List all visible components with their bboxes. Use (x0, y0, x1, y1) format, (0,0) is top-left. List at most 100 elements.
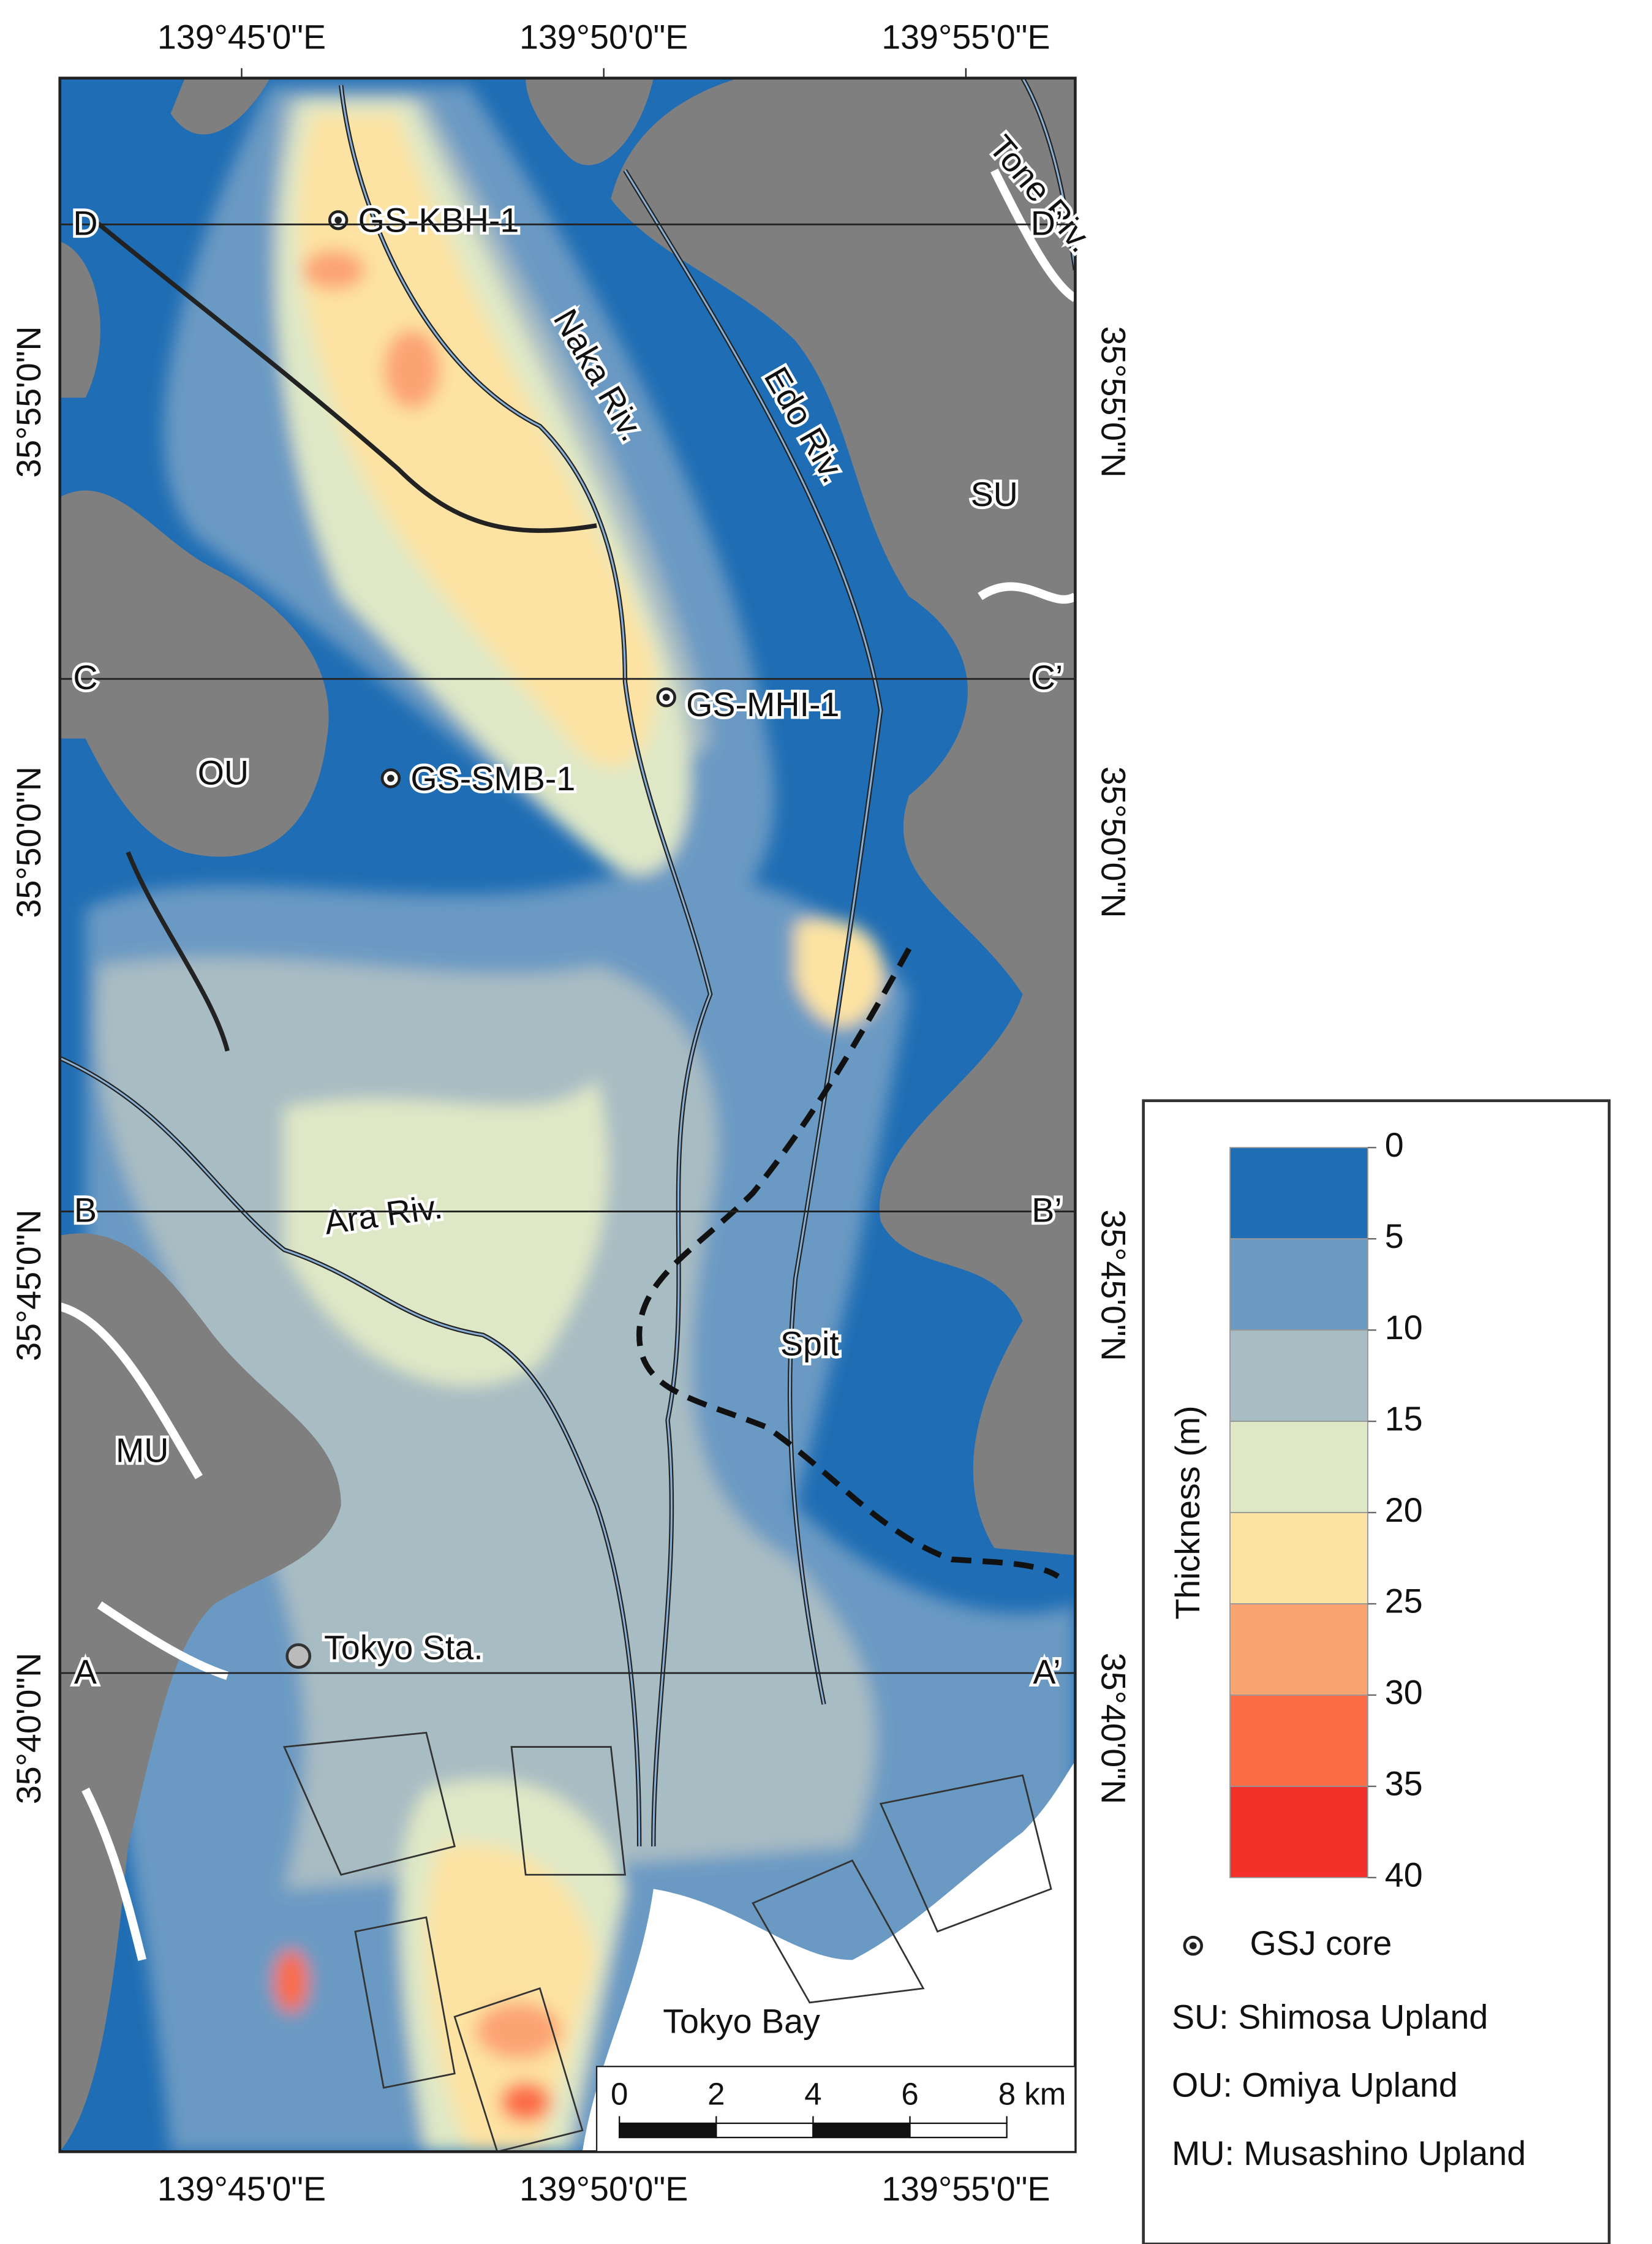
lat-label: 35°40'0"N (10, 1653, 48, 1804)
valley (97, 1601, 229, 1680)
uplands (59, 78, 1076, 2152)
valley (990, 168, 1076, 302)
valley (59, 1302, 203, 1479)
scale-segment (812, 2122, 911, 2139)
zone-30 (303, 250, 366, 290)
zone-25 (298, 113, 656, 767)
lat-label: 35°50'0"N (10, 766, 48, 918)
upland-label: MU (116, 1431, 169, 1469)
legend-swatch (1229, 1603, 1368, 1696)
legend-label: 35 (1385, 1765, 1423, 1803)
section-label: C (73, 659, 97, 697)
place-label: Tokyo Bay (663, 2002, 820, 2040)
tokyo-bay (582, 1761, 1076, 2152)
legend-swatch (1229, 1329, 1368, 1422)
scale-bar: 0 2 4 6 8 km (595, 2066, 1076, 2153)
landfill (752, 1859, 925, 2004)
lon-label: 139°45'0"E (157, 18, 326, 56)
lat-label: 35°55'0"N (1095, 326, 1133, 477)
scale-label: 2 (707, 2076, 725, 2111)
thickness-field (85, 85, 1076, 2152)
core-dot (334, 216, 342, 224)
core-label: GS-SMB-1 (410, 760, 575, 798)
legend-core-dot (1189, 1942, 1197, 1949)
legend-core: GSJ core (1250, 1924, 1392, 1962)
landfill (354, 1916, 456, 2089)
upland-label: OU (198, 754, 249, 792)
zone-35 (274, 1950, 309, 2013)
legend-label: 15 (1385, 1400, 1423, 1438)
section-label: A (74, 1653, 97, 1691)
scale-label: 6 (901, 2076, 918, 2111)
scale-label: 0 (611, 2076, 628, 2111)
section-label: D (73, 204, 97, 242)
zone-30 (383, 329, 441, 409)
legend-box (1142, 1099, 1611, 2244)
section-label: C’ (1031, 659, 1063, 697)
riv (84, 211, 597, 533)
legend-swatch (1229, 1147, 1368, 1240)
lon-label: 139°50'0"E (519, 2170, 688, 2208)
legend-title: Thickness (m) (1169, 1405, 1207, 1619)
upland-su (611, 78, 1076, 1555)
map-frame (58, 77, 1077, 2153)
core-dot (662, 693, 670, 701)
section-label: A’ (1033, 1653, 1060, 1691)
upland-top (170, 78, 270, 135)
lon-label: 139°55'0"E (881, 2170, 1050, 2208)
legend-label: 20 (1385, 1491, 1423, 1529)
legend-label: 5 (1385, 1217, 1404, 1255)
lat-label: 35°40'0"N (1095, 1653, 1133, 1804)
core-dot (387, 774, 394, 782)
legend-note: MU: Musashino Upland (1172, 2134, 1526, 2172)
core-label: GS-MHI-1 (686, 686, 839, 723)
landfill (453, 1987, 584, 2152)
scale-label: 4 (804, 2076, 821, 2111)
valleys (59, 168, 1076, 1962)
lat-label: 35°45'0"N (10, 1209, 48, 1361)
legend-label: 30 (1385, 1674, 1423, 1712)
upland-left (59, 241, 100, 398)
zone-20 (284, 1079, 608, 1386)
place-label: Spit (780, 1325, 839, 1363)
section-label: B (74, 1192, 97, 1230)
section-label: D’ (1031, 204, 1063, 242)
legend-label: 25 (1385, 1582, 1423, 1620)
legend-swatch (1229, 1238, 1368, 1331)
legend-label: 40 (1385, 1856, 1423, 1894)
legend-swatch (1229, 1421, 1368, 1513)
upland-label: SU (971, 475, 1018, 513)
landfill (282, 1731, 456, 1876)
riv2 (1022, 78, 1076, 270)
legend-note: OU: Omiya Upland (1172, 2066, 1458, 2104)
place-label: Tokyo Sta. (324, 1629, 483, 1667)
scale-segment (619, 2122, 717, 2139)
zone-30 (476, 2002, 562, 2060)
riv2 (59, 1057, 641, 1846)
lon-label: 139°45'0"E (157, 2170, 326, 2208)
dashed-boundary (636, 947, 1060, 1579)
lon-label: 139°50'0"E (519, 18, 688, 56)
zone-35 (500, 2082, 551, 2122)
legend-swatch (1229, 1694, 1368, 1787)
lat-label: 35°50'0"N (1095, 766, 1133, 918)
upland-ou (59, 490, 329, 857)
zone-25 (795, 920, 884, 1026)
upland-mu (59, 1233, 341, 2152)
scale-segment (909, 2122, 1008, 2139)
landfill (879, 1774, 1052, 1933)
legend-swatch (1229, 1785, 1368, 1878)
core-label: GS-KBH-1 (358, 202, 519, 240)
riv2 (624, 170, 882, 1705)
legend-swatch (1229, 1512, 1368, 1604)
map-body (59, 78, 1076, 2152)
lon-label: 139°55'0"E (881, 18, 1050, 56)
scale-label: 8 km (998, 2076, 1066, 2111)
riv (126, 851, 230, 1052)
section-label: B’ (1032, 1192, 1062, 1230)
valley (81, 1788, 146, 1962)
legend-label: 0 (1385, 1126, 1404, 1164)
station-dot (285, 1643, 312, 1669)
landfill (510, 1746, 627, 1876)
